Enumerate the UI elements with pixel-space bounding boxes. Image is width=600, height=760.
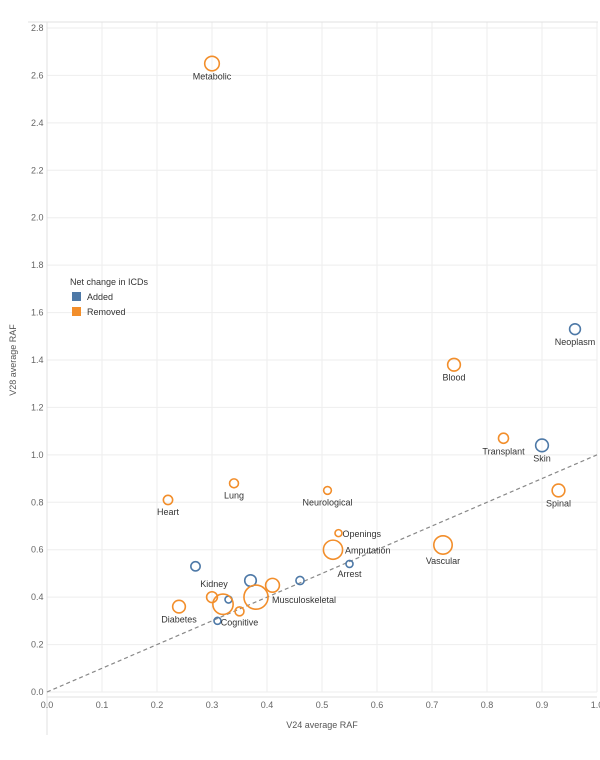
point-heart	[162, 494, 174, 506]
point-neoplasm	[568, 322, 582, 336]
legend-label-added: Added	[87, 292, 113, 302]
reference-line	[46, 454, 598, 693]
y-tick-label: 1.0	[31, 450, 44, 460]
y-tick-label: 2.0	[31, 213, 44, 223]
point-musculoskeletal	[243, 584, 269, 610]
x-tick-label: 0.9	[536, 700, 549, 710]
point-labels: Metabolic Neoplasm Blood Transplant Skin Spin…	[157, 72, 595, 628]
y-tick-label: 2.2	[31, 165, 44, 175]
point-diabetes	[171, 599, 187, 614]
point-label-musculoskeletal: Musculoskeletal	[272, 595, 336, 605]
x-tick-label: 0.5	[316, 700, 329, 710]
point-openings	[334, 528, 343, 538]
point-cognitive	[234, 606, 245, 617]
y-tick-label: 0.2	[31, 640, 44, 650]
point-label-openings: Openings	[343, 529, 382, 539]
point-spinal	[551, 483, 566, 498]
point-label-heart: Heart	[157, 507, 180, 517]
point-arrest	[345, 559, 354, 569]
point-label-neurological: Neurological	[302, 497, 352, 507]
x-tick-label: 0.0	[41, 700, 54, 710]
y-tick-label: 1.6	[31, 308, 44, 318]
point-amputation	[322, 539, 344, 561]
y-tick-label: 2.4	[31, 118, 44, 128]
point-transplant	[497, 432, 510, 445]
legend-title: Net change in ICDs	[70, 277, 149, 287]
data-points	[162, 55, 582, 626]
y-axis-title: V28 average RAF	[8, 324, 18, 396]
point-unlabeled-15	[295, 575, 305, 586]
point-label-lung: Lung	[224, 490, 244, 500]
x-tick-label: 0.7	[426, 700, 439, 710]
point-neurological	[322, 485, 333, 496]
y-tick-label: 2.6	[31, 70, 44, 80]
x-tick-label: 0.8	[481, 700, 494, 710]
point-label-vascular: Vascular	[426, 556, 460, 566]
point-unlabeled-20	[212, 593, 234, 616]
grid	[46, 22, 598, 693]
point-kidney	[205, 590, 219, 604]
y-tick-label: 1.4	[31, 355, 44, 365]
point-unlabeled-16	[264, 577, 281, 594]
x-tick-label: 0.4	[261, 700, 274, 710]
point-label-amputation: Amputation	[345, 546, 391, 556]
point-label-cognitive: Cognitive	[221, 617, 259, 627]
x-tick-label: 0.2	[151, 700, 164, 710]
y-tick-label: 0.8	[31, 497, 44, 507]
legend-label-removed: Removed	[87, 307, 126, 317]
point-label-kidney: Kidney	[200, 579, 228, 589]
point-label-neoplasm: Neoplasm	[555, 337, 596, 347]
x-tick-label: 0.6	[371, 700, 384, 710]
y-tick-label: 0.6	[31, 545, 44, 555]
point-unlabeled-13	[190, 560, 201, 572]
axis-ticks: 0.0 0.1 0.2 0.3 0.4 0.5 0.6 0.7 0.8 0.9 1.0 0.0 0.2 0…	[31, 23, 600, 710]
y-tick-label: 1.8	[31, 260, 44, 270]
x-tick-label: 0.3	[206, 700, 219, 710]
legend-swatch-removed	[72, 307, 81, 316]
point-lung	[228, 478, 240, 489]
point-label-transplant: Transplant	[482, 446, 525, 456]
identity-reference-line	[46, 454, 598, 693]
point-label-diabetes: Diabetes	[161, 615, 197, 625]
legend: Net change in ICDs Added Removed	[70, 277, 149, 317]
point-label-metabolic: Metabolic	[193, 72, 232, 82]
point-skin	[534, 438, 550, 453]
legend-swatch-added	[72, 292, 81, 301]
y-tick-label: 1.2	[31, 402, 44, 412]
point-label-spinal: Spinal	[546, 498, 571, 508]
point-metabolic	[203, 55, 221, 72]
y-tick-label: 0.0	[31, 687, 44, 697]
point-label-arrest: Arrest	[337, 569, 362, 579]
point-label-skin: Skin	[533, 453, 551, 463]
point-blood	[446, 357, 462, 372]
x-tick-label: 0.1	[96, 700, 109, 710]
y-tick-label: 2.8	[31, 23, 44, 33]
y-tick-label: 0.4	[31, 592, 44, 602]
point-unlabeled-23	[213, 616, 222, 626]
x-tick-label: 1.0	[591, 700, 600, 710]
point-vascular	[432, 534, 453, 555]
point-label-blood: Blood	[442, 373, 465, 383]
x-axis-title: V24 average RAF	[286, 720, 358, 730]
plot-frame	[28, 21, 598, 735]
